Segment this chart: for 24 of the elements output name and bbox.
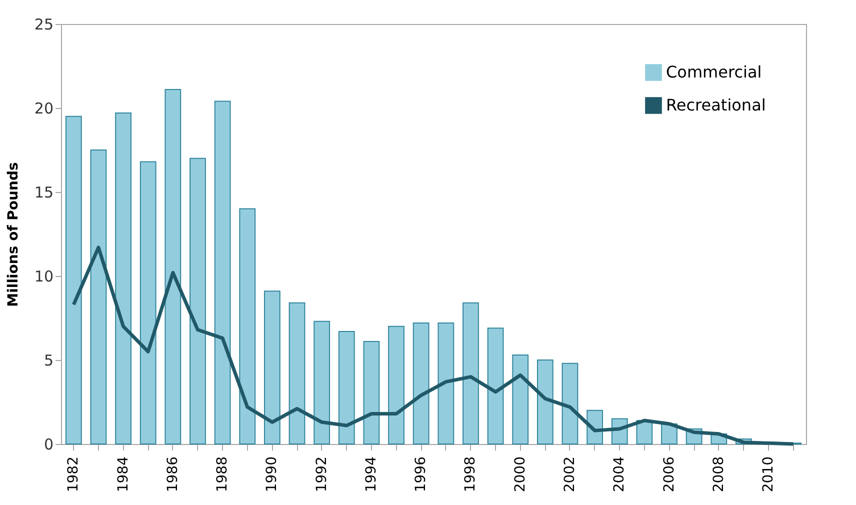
- y-axis-title: Millions of Pounds: [5, 162, 22, 307]
- x-tick-label: 2000: [512, 456, 528, 492]
- legend-label: Commercial: [666, 62, 762, 82]
- legend-label: Recreational: [666, 96, 766, 114]
- x-tick-label: 1984: [115, 456, 132, 492]
- y-tick-label: 15: [34, 184, 54, 202]
- x-tick-label: 1992: [314, 456, 330, 492]
- x-tick-label: 2010: [760, 456, 777, 492]
- x-tick-label: 1990: [264, 456, 280, 492]
- x-tick-label: 2002: [562, 456, 578, 492]
- y-tick-label: 25: [34, 16, 54, 34]
- x-tick-label: 1994: [363, 456, 380, 492]
- x-tick-label: 2006: [661, 456, 678, 492]
- y-tick-label: 20: [34, 100, 54, 118]
- x-tick-label: 1996: [413, 456, 430, 492]
- y-tick-label: 0: [44, 436, 54, 454]
- x-tick-label: 1998: [462, 456, 479, 492]
- x-tick-label: 2004: [612, 456, 628, 492]
- y-tick-label: 5: [44, 352, 54, 370]
- x-tick-label: 2008: [710, 456, 727, 492]
- x-tick-label: 1988: [214, 456, 231, 492]
- x-tick-label: 1986: [164, 456, 181, 492]
- y-tick-label: 10: [34, 268, 54, 286]
- x-tick-label: 1982: [66, 456, 82, 492]
